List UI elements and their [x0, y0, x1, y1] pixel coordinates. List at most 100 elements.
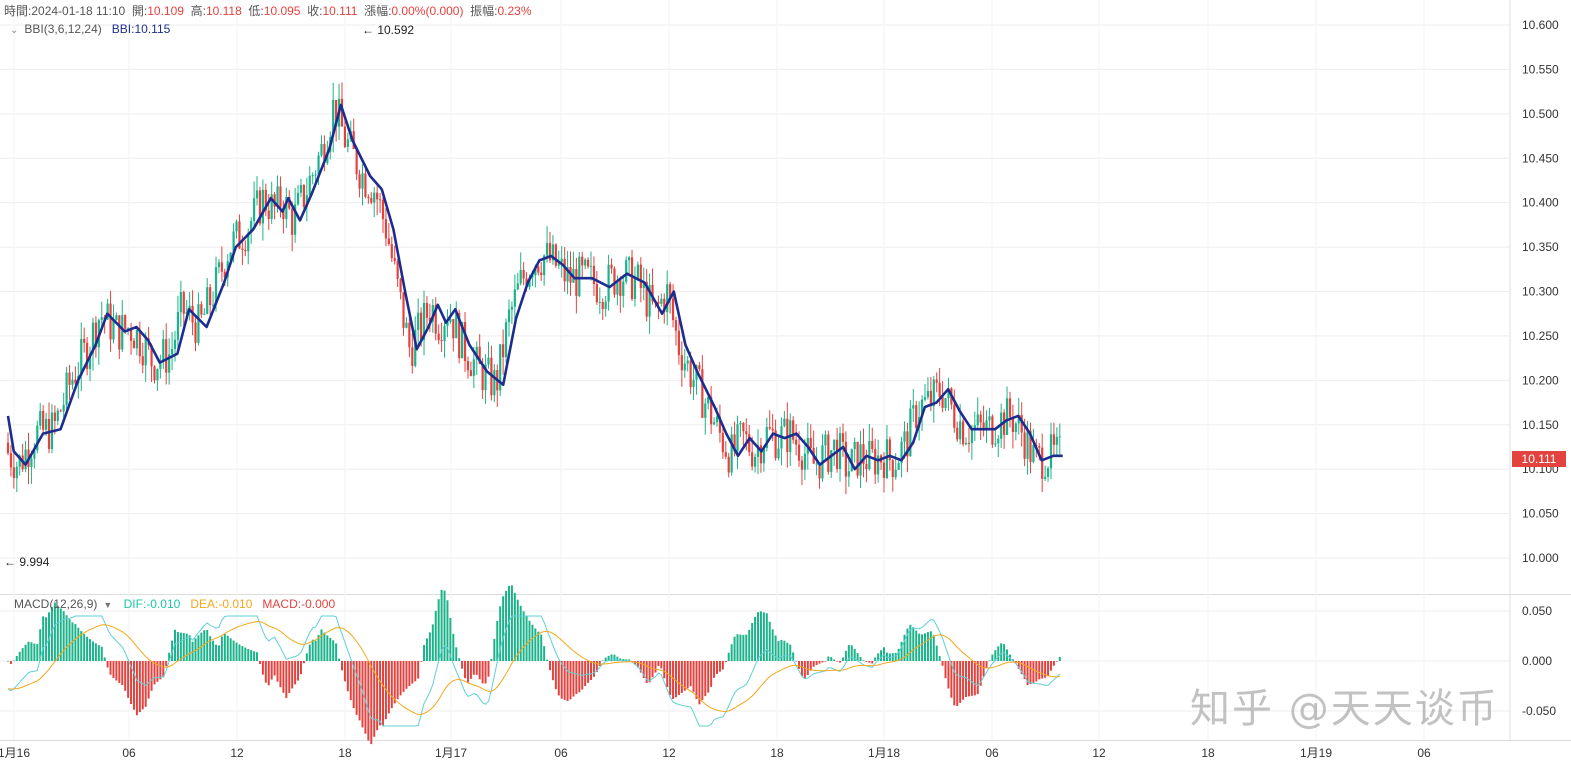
macd-bar — [481, 661, 484, 684]
macd-bar — [273, 661, 276, 676]
candle-body — [24, 449, 27, 470]
candle-body — [938, 382, 941, 397]
macd-bar — [522, 611, 525, 661]
macd-bar — [549, 661, 552, 671]
candle-body — [833, 439, 836, 451]
amplitude-value: 0.23% — [497, 4, 532, 18]
macd-bar — [543, 646, 546, 661]
collapse-chevron-icon[interactable]: ⌄ — [10, 25, 19, 36]
macd-legend[interactable]: MACD(12,26,9) ▼ DIF:-0.010 DEA:-0.010 MAC… — [14, 597, 335, 612]
time-tick-label: 12 — [1092, 746, 1106, 760]
macd-bar — [299, 661, 302, 675]
candle-body — [774, 430, 777, 459]
candle-body — [745, 431, 748, 435]
macd-bar — [777, 641, 780, 661]
time-tick-label: 1月17 — [435, 746, 467, 760]
macd-bar — [124, 661, 127, 691]
macd-bar — [742, 634, 745, 661]
candle-body — [771, 428, 774, 431]
candle-body — [622, 281, 625, 296]
macd-bar — [42, 616, 45, 661]
macd-bar — [171, 640, 174, 661]
candle-body — [1026, 430, 1029, 459]
candle-body — [129, 328, 133, 341]
candle-body — [168, 354, 171, 373]
candle-body — [1005, 398, 1009, 435]
macd-bar — [135, 661, 138, 716]
candle-body — [434, 305, 437, 334]
candle-body — [625, 260, 628, 282]
candle-body — [589, 265, 593, 267]
dea-line — [7, 620, 1060, 716]
candle-body — [144, 338, 147, 366]
macd-bar — [789, 644, 792, 661]
candle-body — [967, 442, 971, 444]
candle-body — [809, 437, 812, 449]
macd-bar — [469, 661, 472, 679]
dea-value: DEA:-0.010 — [190, 597, 253, 611]
macd-bar — [689, 661, 692, 687]
candle-body — [674, 320, 678, 331]
macd-bar — [710, 661, 713, 687]
candle-body — [141, 356, 144, 366]
macd-bar — [839, 661, 842, 663]
candle-body — [1052, 434, 1056, 445]
candle-body — [358, 174, 361, 189]
time-tick-label: 06 — [1417, 746, 1431, 760]
macd-bar — [1023, 661, 1026, 680]
macd-bar — [642, 661, 645, 679]
candle-body — [65, 372, 68, 405]
candle-body — [241, 248, 244, 250]
macd-bar — [695, 661, 698, 700]
macd-bar — [1000, 643, 1003, 661]
macd-bar — [36, 644, 39, 661]
macd-bar — [18, 651, 21, 661]
candle-body — [56, 410, 59, 421]
macd-bar — [314, 640, 317, 661]
macd-bar — [179, 632, 182, 661]
macd-bar — [727, 652, 730, 661]
dif-line — [7, 615, 1061, 727]
candle-body — [651, 284, 654, 302]
candle-body — [30, 458, 33, 467]
macd-bar — [168, 652, 171, 661]
candle-body — [850, 449, 853, 472]
price-tick-label: 10.500 — [1522, 107, 1559, 121]
macd-bar — [478, 661, 481, 680]
macd-bar — [575, 661, 578, 694]
candle-body — [425, 302, 429, 318]
price-tick-label: 10.050 — [1522, 507, 1559, 521]
macd-bar — [130, 661, 133, 705]
bbi-legend[interactable]: ⌄ BBI(3,6,12,24) BBI:10.115 — [10, 22, 170, 38]
candle-body — [282, 207, 285, 219]
candle-body — [294, 204, 297, 235]
time-tick-label: 18 — [770, 746, 784, 760]
macd-bar — [338, 658, 341, 661]
candle-body — [173, 339, 177, 350]
macd-bar — [616, 656, 619, 661]
candle-body — [276, 186, 279, 207]
candle-body — [1058, 436, 1061, 438]
candle-body — [581, 256, 584, 266]
macd-bar — [308, 644, 311, 661]
macd-bar — [677, 661, 680, 695]
high-label: 高: — [190, 4, 206, 18]
candle-body — [393, 258, 396, 262]
candle-body — [824, 434, 827, 446]
macd-bar — [924, 633, 927, 661]
candle-body — [827, 434, 830, 472]
candle-body — [929, 391, 932, 407]
price-tick-label: 10.200 — [1522, 373, 1559, 387]
macd-bar — [733, 636, 736, 661]
macd-bar — [370, 661, 373, 745]
macd-bar — [349, 661, 352, 701]
candle-body — [443, 325, 446, 341]
candle-body — [970, 428, 973, 444]
candle-body — [604, 301, 607, 309]
candle-body — [762, 448, 765, 464]
dropdown-triangle-icon[interactable]: ▼ — [103, 600, 113, 610]
candle-body — [1041, 447, 1044, 479]
candle-body — [1023, 432, 1026, 459]
change-value: 0.00%(0.000) — [391, 4, 464, 18]
